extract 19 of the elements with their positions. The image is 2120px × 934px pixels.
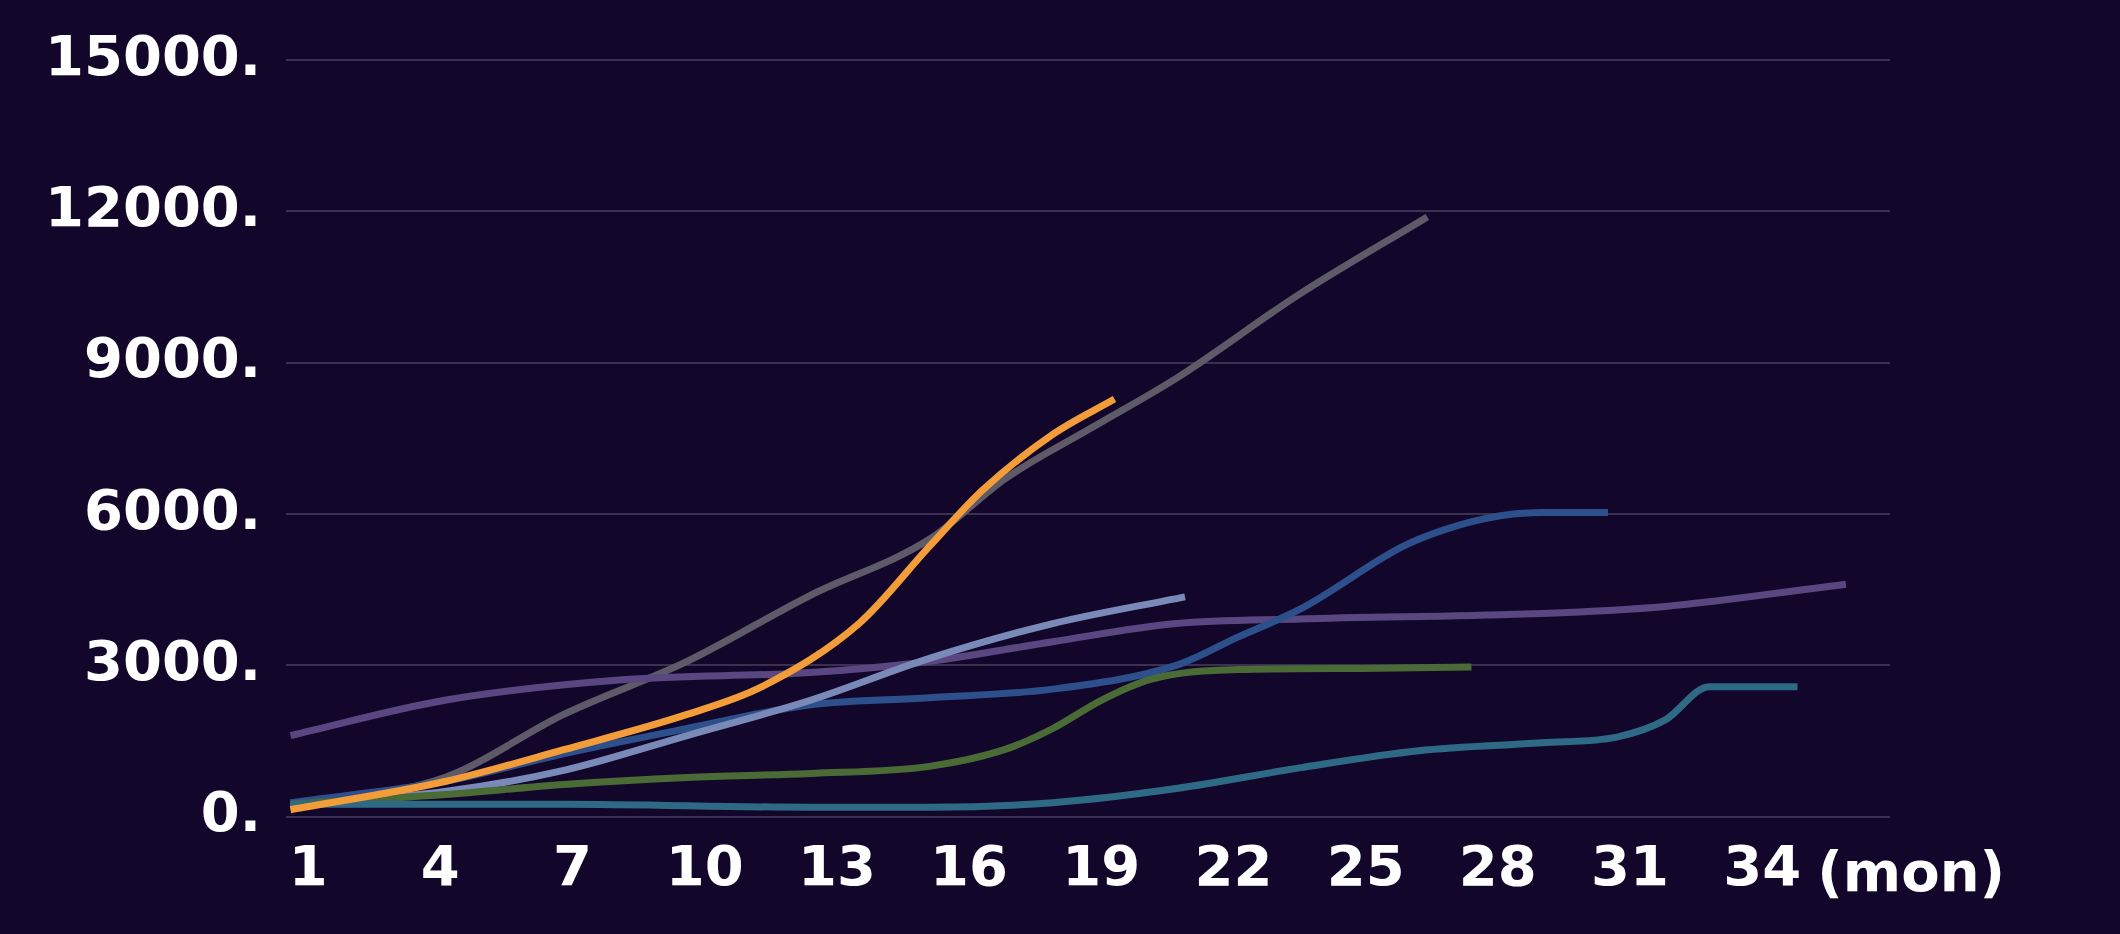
x-tick-label: 10	[665, 832, 744, 898]
x-tick-label: 22	[1194, 832, 1273, 898]
x-tick-label: 13	[797, 832, 876, 898]
y-tick-label: 6000.	[83, 476, 262, 542]
y-tick-label: 15000.	[44, 22, 262, 88]
x-tick-label: 4	[420, 832, 460, 898]
x-tick-label: 16	[930, 832, 1009, 898]
y-tick-label: 12000.	[44, 173, 262, 239]
x-tick-label: 19	[1062, 832, 1141, 898]
x-tick-label: 1	[288, 832, 328, 898]
x-axis-title: (mon)	[1817, 839, 2006, 905]
x-tick-label: 28	[1458, 832, 1537, 898]
y-tick-label: 0.	[200, 779, 262, 845]
y-tick-label: 3000.	[83, 627, 262, 693]
x-tick-label: 25	[1326, 832, 1405, 898]
x-tick-label: 7	[553, 832, 592, 898]
y-tick-label: 9000.	[83, 325, 262, 391]
x-tick-label: 34	[1723, 832, 1802, 898]
x-tick-label: 31	[1591, 832, 1669, 898]
